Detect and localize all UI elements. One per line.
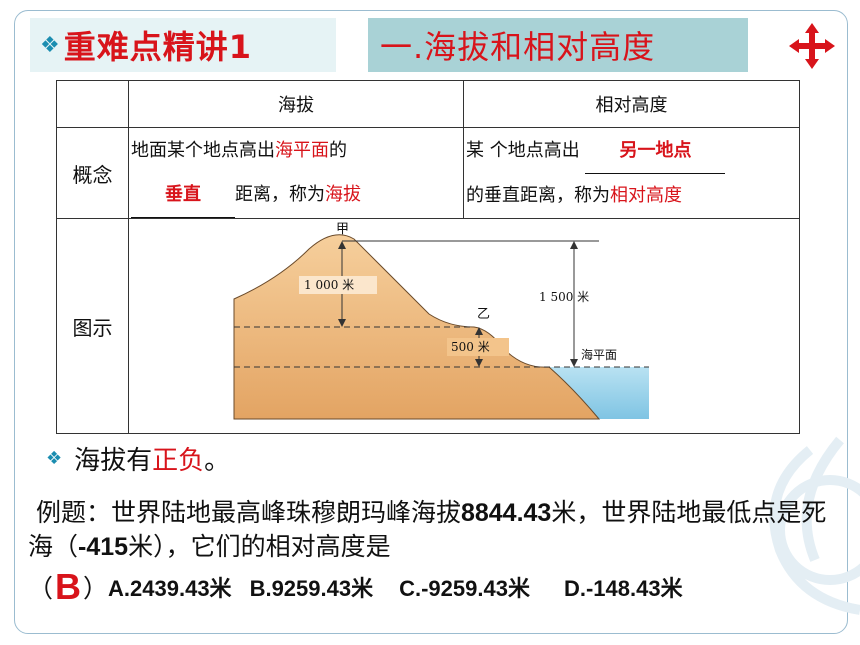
concept-text: 某 个地点高出	[466, 139, 580, 161]
label-1000m: 1 000 米	[304, 278, 354, 292]
option-b[interactable]: B.9259.43米	[249, 576, 374, 601]
topic-heading: 一.海拔和相对高度	[380, 28, 656, 66]
diamond-bullet-icon: ❖	[40, 32, 60, 58]
concept-text: 距离，称为	[235, 183, 325, 205]
watermark-decoration	[769, 436, 860, 615]
label-point-a: 甲	[336, 222, 349, 237]
bullet-note: ❖ 海拔有 正负。	[46, 440, 230, 477]
example-number: -415	[78, 533, 129, 561]
concept-text: 的	[329, 139, 347, 161]
option-a[interactable]: A.2439.43米	[108, 576, 232, 601]
label-500m: 500 米	[451, 340, 490, 354]
highlight-positive-negative: 正负	[152, 446, 205, 476]
concept-relative-cell: 某 个地点高出 另一地点 的垂直距离，称为相对高度	[463, 127, 800, 219]
answer-letter: B	[55, 566, 82, 607]
highlight-relative-height: 相对高度	[610, 184, 682, 206]
example-text: 例题：世界陆地最高峰珠穆朗玛峰海拔	[35, 498, 461, 527]
header-altitude: 海拔	[128, 80, 464, 128]
diagram-cell: 甲 乙 1 000 米 500 米 1 500 米 海平面	[128, 218, 800, 434]
diagram-row: 图示	[56, 218, 800, 434]
highlight-sea-level: 海平面	[275, 139, 329, 161]
example-number: 8844.43	[460, 499, 552, 527]
label-sea-level: 海平面	[581, 347, 617, 362]
altitude-diagram: 甲 乙 1 000 米 500 米 1 500 米 海平面	[233, 222, 649, 420]
answer-options-line: （B） A.2439.43米 B.9259.43米 C.-9259.43米 D.-148…	[28, 566, 683, 608]
paren: ）	[83, 574, 109, 603]
empty-corner-cell	[56, 80, 129, 128]
header-relative-height: 相对高度	[463, 80, 800, 128]
comparison-table: 海拔 相对高度 概念 地面某个地点高出海平面的 垂直 距离，称为海拔 某 个地点高…	[56, 80, 800, 434]
slide-title: 重难点精讲1	[63, 28, 253, 66]
example-text: 米），它们的相对高度是	[128, 532, 391, 561]
bullet-text: 。	[204, 446, 231, 476]
highlight-altitude: 海拔	[325, 183, 361, 205]
fill-blank-another-place: 另一地点	[585, 129, 726, 174]
slide-frame	[14, 10, 848, 634]
bullet-text: 海拔有	[74, 446, 153, 476]
example-question: 例题：世界陆地最高峰珠穆朗玛峰海拔8844.43米，世界陆地最低点是死海（-41…	[28, 496, 844, 564]
sea-shape	[549, 367, 649, 419]
paren: （	[28, 574, 54, 603]
fill-blank-vertical: 垂直	[131, 173, 235, 218]
row-label-diagram: 图示	[56, 218, 129, 434]
concept-row: 概念 地面某个地点高出海平面的 垂直 距离，称为海拔 某 个地点高出 另一地点 的…	[56, 127, 800, 219]
option-d[interactable]: D.-148.43米	[563, 576, 683, 601]
row-label-concept: 概念	[56, 127, 129, 219]
option-c[interactable]: C.-9259.43米	[399, 576, 530, 601]
concept-text: 地面某个地点高出	[131, 139, 275, 161]
label-point-b: 乙	[477, 307, 490, 322]
table-header-row: 海拔 相对高度	[56, 80, 800, 128]
title-box: ❖ 重难点精讲1	[30, 18, 336, 72]
label-1500m: 1 500 米	[539, 290, 589, 304]
concept-text: 的垂直距离，称为	[466, 184, 610, 206]
four-way-arrow-icon[interactable]	[788, 22, 836, 70]
diamond-bullet-icon: ❖	[46, 448, 63, 469]
example-text: 米，世界陆地最低点是死海（	[28, 498, 827, 561]
concept-altitude-cell: 地面某个地点高出海平面的 垂直 距离，称为海拔	[128, 127, 464, 219]
topic-box: 一.海拔和相对高度	[368, 18, 748, 72]
